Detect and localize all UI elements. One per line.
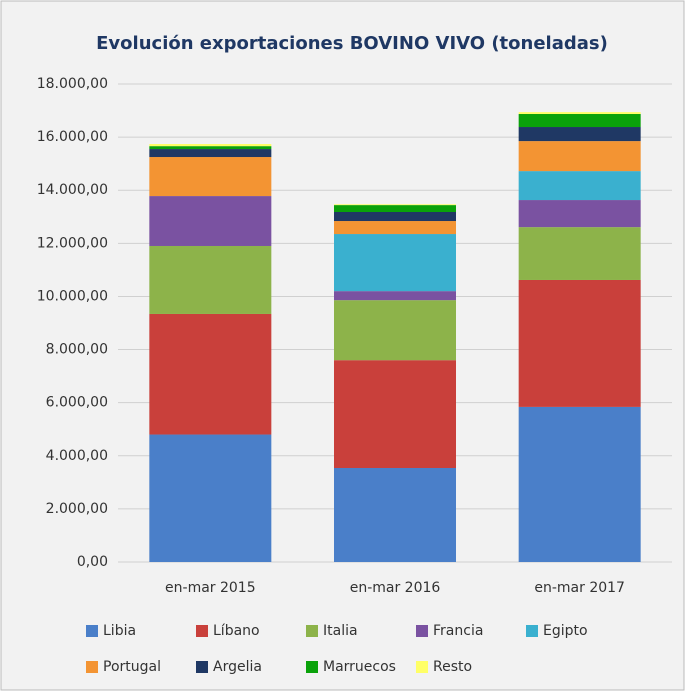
- legend-swatch: [526, 625, 538, 637]
- legend-swatch: [196, 625, 208, 637]
- bar-segment: [518, 112, 641, 115]
- chart-title: Evolución exportaciones BOVINO VIVO (ton…: [96, 33, 608, 54]
- bar-segment: [149, 157, 272, 197]
- bar-segment: [149, 146, 272, 150]
- y-tick-label: 4.000,00: [46, 448, 108, 464]
- x-tick-label: en-mar 2016: [350, 580, 441, 596]
- bar-segment: [334, 204, 456, 206]
- y-tick-label: 10.000,00: [37, 288, 108, 304]
- bar-segment: [149, 149, 272, 158]
- legend-label: Libia: [103, 623, 136, 639]
- bar-segment: [149, 313, 272, 435]
- bar-segment: [334, 234, 456, 292]
- y-tick-label: 2.000,00: [46, 501, 108, 517]
- legend-swatch: [86, 625, 98, 637]
- bar-segment: [334, 300, 456, 361]
- bar-segment: [334, 360, 456, 468]
- x-tick-label: en-mar 2017: [534, 580, 625, 596]
- bar-segment: [518, 127, 641, 142]
- legend-label: Portugal: [103, 659, 161, 675]
- y-tick-label: 16.000,00: [37, 129, 108, 145]
- bar-segment: [518, 227, 641, 280]
- legend-label: Líbano: [213, 623, 260, 639]
- legend-swatch: [86, 661, 98, 673]
- bar-segment: [149, 245, 272, 314]
- legend-label: Italia: [323, 623, 358, 639]
- y-tick-label: 6.000,00: [46, 395, 108, 411]
- legend-label: Argelia: [213, 659, 262, 675]
- legend-swatch: [196, 661, 208, 673]
- bar-segment: [334, 211, 456, 222]
- y-tick-label: 18.000,00: [37, 76, 108, 92]
- legend-label: Egipto: [543, 623, 588, 639]
- bar-segment: [334, 467, 456, 562]
- bar-segment: [149, 144, 272, 147]
- bar-segment: [149, 434, 272, 562]
- legend-label: Francia: [433, 623, 483, 639]
- bar-segment: [518, 114, 641, 128]
- y-tick-label: 14.000,00: [37, 182, 108, 198]
- bar-segment: [518, 171, 641, 201]
- legend-label: Marruecos: [323, 659, 396, 675]
- y-tick-label: 0,00: [77, 554, 108, 570]
- bar-segment: [518, 200, 641, 228]
- bar-segment: [518, 279, 641, 407]
- x-tick-label: en-mar 2015: [165, 580, 256, 596]
- y-tick-label: 8.000,00: [46, 342, 108, 358]
- bar-segment: [518, 406, 641, 562]
- legend-label: Resto: [433, 659, 472, 675]
- legend-swatch: [416, 625, 428, 637]
- bar-segment: [334, 221, 456, 235]
- bar-segment: [149, 196, 272, 246]
- bar-segment: [518, 141, 641, 172]
- legend-swatch: [306, 661, 318, 673]
- legend-swatch: [306, 625, 318, 637]
- bar-segment: [334, 205, 456, 212]
- bar-segment: [334, 291, 456, 301]
- legend-swatch: [416, 661, 428, 673]
- y-tick-label: 12.000,00: [37, 235, 108, 251]
